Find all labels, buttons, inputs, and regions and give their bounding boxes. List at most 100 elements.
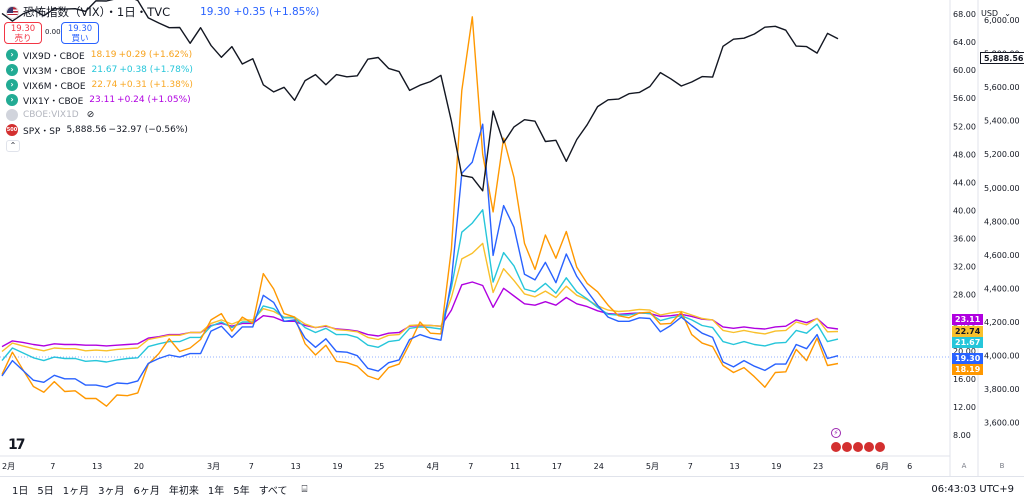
time-axis-tick-label: 5月 [646,462,659,471]
time-axis-tick-label: 17 [552,462,562,471]
spx-logo-icon[interactable]: 500 [6,124,18,136]
right-price-axis: 6,000.005,800.005,600.005,400.005,200.00… [984,16,1020,427]
currency-selector[interactable]: USD ⌄ [978,6,1014,20]
series-value: 23.11 [89,95,116,105]
time-axis-tick-label: 2月 [2,462,15,471]
series-row-vix1d[interactable]: CBOE:VIX1D ⊘ [6,108,94,122]
series-line-vix6m[interactable] [1,242,839,353]
right-axis-tick-label: 3,800.00 [984,385,1020,394]
left-axis-tick-label: 40.00 [953,206,976,215]
tradingview-logo[interactable]: 17 [8,437,26,453]
time-axis-tick-label: 4月 [426,462,439,471]
economic-event-icon[interactable] [831,442,841,452]
time-axis-tick-label: 6月 [876,462,889,471]
series-row-vix6m[interactable]: › VIX6M・CBOE 22.74 +0.31 (+1.38%) [6,78,193,92]
left-axis-tick-label: 36.00 [953,235,976,244]
series-row-vix3m[interactable]: › VIX3M・CBOE 21.67 +0.38 (+1.78%) [6,63,193,77]
series-toggle-icon[interactable]: › [6,94,18,106]
eye-hidden-icon[interactable]: ⊘ [86,110,95,120]
range-3m-button[interactable]: 3ヶ月 [98,486,125,497]
right-axis-tick-label: 5,400.00 [984,117,1020,126]
vix-price-tag: 19.30 [952,353,984,364]
buy-label: 買い [71,34,89,44]
series-value: 22.74 [91,80,118,90]
series-change: +0.38 (+1.78%) [119,65,193,75]
range-1d-button[interactable]: 1日 [12,486,29,497]
series-line-vix3m[interactable] [1,209,839,363]
series-change: +0.24 (+1.05%) [117,95,191,105]
left-axis-scale-button[interactable]: A [961,462,967,470]
series-toggle-icon[interactable]: › [6,49,18,61]
sell-price: 19.30 [10,24,36,34]
clock-time[interactable]: 06:43:03 UTC+9 [931,484,1014,495]
time-axis-tick-label: 6 [907,462,912,471]
right-axis-tick-label: 4,600.00 [984,251,1020,260]
time-axis-tick-label: 7 [468,462,473,471]
spx-price-tag: 5,888.56 [980,52,1024,64]
symbol-title-row[interactable]: 恐怖指数（VIX）・1日・TVC 19.30 +0.35 (+1.85%) [6,4,319,20]
left-axis-tick-label: 64.00 [953,38,976,47]
left-axis-tick-label: 60.00 [953,66,976,75]
range-all-button[interactable]: すべて [258,486,288,497]
time-axis-tick-label: 13 [730,462,740,471]
right-axis-tick-label: 5,200.00 [984,150,1020,159]
series-row-spx[interactable]: 500 SPX・SP 5,888.56 −32.97 (−0.56%) [6,123,188,137]
buy-button[interactable]: 19.30 買い [61,22,99,44]
symbol-price-change: 19.30 +0.35 (+1.85%) [200,6,320,18]
range-5d-button[interactable]: 5日 [37,486,54,497]
plot-area [1,0,839,407]
range-1m-button[interactable]: 1ヶ月 [62,486,90,497]
left-axis-tick-label: 16.00 [953,375,976,384]
vix1y-price-tag: 23.11 [952,314,984,325]
economic-event-icon[interactable] [842,442,852,452]
collapse-legend-button[interactable]: ⌃ [6,140,20,152]
chevron-down-icon: ⌄ [1004,8,1011,18]
vix3m-price-tag: 21.67 [952,337,984,348]
split-event-icon[interactable]: ⚡ [831,428,841,438]
symbol-title[interactable]: 恐怖指数（VIX）・1日・TVC [23,5,171,19]
range-6m-button[interactable]: 6ヶ月 [133,486,160,497]
time-axis-tick-label: 13 [92,462,102,471]
right-axis-scale-button[interactable]: B [999,462,1005,470]
series-name: VIX1Y・CBOE [23,96,84,107]
range-ytd-button[interactable]: 年初来 [168,486,199,497]
sell-button[interactable]: 19.30 売り [4,22,42,44]
time-axis-tick-label: 19 [332,462,342,471]
right-axis-tick-label: 3,600.00 [984,418,1020,427]
series-toggle-icon[interactable] [6,109,18,121]
series-name: VIX9D・CBOE [23,51,85,62]
currency-label: USD [981,8,999,18]
time-axis-tick-label: 24 [594,462,604,471]
series-change: +0.29 (+1.62%) [118,50,193,60]
range-5y-button[interactable]: 5年 [233,486,250,497]
spread-value: 0.00 [45,28,61,36]
range-1y-button[interactable]: 1年 [207,486,225,497]
vix9d-price-tag: 18.19 [952,364,984,375]
right-axis-tick-label: 5,600.00 [984,83,1020,92]
series-name: SPX・SP [23,126,61,137]
left-axis-tick-label: 44.00 [953,178,976,187]
series-change: +0.31 (+1.38%) [119,80,193,90]
left-axis-tick-label: 56.00 [953,94,976,103]
series-line-vix[interactable] [1,123,839,388]
time-axis-tick-label: 7 [50,462,55,471]
buy-price: 19.30 [67,24,93,34]
time-axis-tick-label: 11 [510,462,520,471]
us-flag-icon [6,5,19,19]
series-row-vix9d[interactable]: › VIX9D・CBOE 18.19 +0.29 (+1.62%) [6,48,192,62]
series-line-spx[interactable] [1,0,839,192]
series-line-vix9d[interactable] [1,16,839,407]
date-range-calendar-icon[interactable]: ⌸ [301,484,308,495]
series-row-vix1y[interactable]: › VIX1Y・CBOE 23.11 +0.24 (+1.05%) [6,93,191,107]
economic-event-icon[interactable] [875,442,885,452]
series-toggle-icon[interactable]: › [6,64,18,76]
time-axis-tick-label: 7 [688,462,693,471]
series-toggle-icon[interactable]: › [6,79,18,91]
left-axis-tick-label: 12.00 [953,403,976,412]
right-axis-tick-label: 6,000.00 [984,16,1020,25]
economic-event-icon[interactable] [864,442,874,452]
chart-legend: 恐怖指数（VIX）・1日・TVC 19.30 +0.35 (+1.85%) 19… [0,0,340,160]
series-value: 5,888.56 [66,125,107,135]
economic-event-icon[interactable] [853,442,863,452]
